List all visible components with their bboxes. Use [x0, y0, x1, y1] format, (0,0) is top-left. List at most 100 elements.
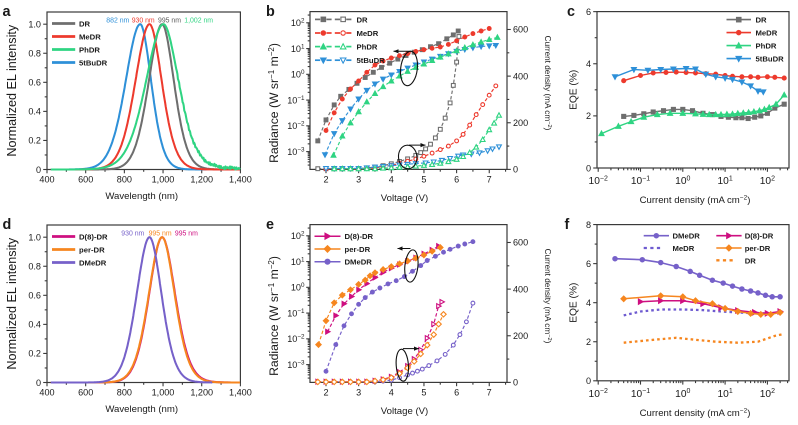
- svg-text:D(8)-DR: D(8)-DR: [345, 232, 374, 241]
- svg-text:D(8)-DR: D(8)-DR: [79, 233, 108, 242]
- svg-text:4: 4: [586, 298, 591, 308]
- svg-text:930 nm: 930 nm: [121, 231, 144, 238]
- svg-text:7: 7: [487, 175, 492, 185]
- svg-text:Current density (mA cm−2): Current density (mA cm−2): [543, 249, 552, 344]
- svg-text:Normalized EL intensity: Normalized EL intensity: [5, 237, 19, 370]
- svg-text:Voltage (V): Voltage (V): [381, 193, 428, 204]
- svg-text:400: 400: [39, 175, 54, 185]
- svg-text:101: 101: [717, 388, 732, 400]
- svg-text:0.2: 0.2: [28, 349, 41, 359]
- svg-text:6: 6: [586, 259, 591, 269]
- svg-text:Normalized EL intensity: Normalized EL intensity: [5, 24, 19, 157]
- svg-text:200: 200: [513, 331, 528, 341]
- svg-text:MeDR: MeDR: [79, 33, 101, 42]
- svg-text:10−2: 10−2: [287, 121, 305, 131]
- svg-text:0.4: 0.4: [28, 107, 41, 117]
- svg-text:1,200: 1,200: [190, 175, 213, 185]
- svg-text:2: 2: [323, 388, 328, 398]
- svg-text:DR: DR: [79, 20, 91, 29]
- svg-text:per-DR: per-DR: [745, 244, 771, 253]
- svg-text:5: 5: [421, 388, 426, 398]
- svg-text:D(8)-DR: D(8)-DR: [745, 232, 774, 241]
- svg-text:PhDR: PhDR: [79, 46, 100, 55]
- svg-text:c: c: [567, 4, 575, 20]
- svg-text:5tBuDR: 5tBuDR: [79, 59, 108, 68]
- svg-text:0.6: 0.6: [28, 78, 41, 88]
- svg-text:10−1: 10−1: [287, 308, 305, 318]
- svg-text:100: 100: [675, 388, 690, 400]
- svg-text:100: 100: [291, 282, 305, 292]
- svg-text:100: 100: [675, 175, 690, 187]
- svg-text:600: 600: [78, 388, 93, 398]
- svg-text:MeDR: MeDR: [756, 29, 778, 38]
- svg-text:2: 2: [323, 175, 328, 185]
- svg-text:2: 2: [586, 337, 591, 347]
- svg-text:0: 0: [513, 165, 518, 175]
- svg-text:995 nm: 995 nm: [158, 18, 181, 25]
- svg-text:102: 102: [291, 18, 305, 28]
- svg-text:1,400: 1,400: [229, 388, 252, 398]
- svg-text:995 nm: 995 nm: [175, 231, 198, 238]
- svg-text:0.8: 0.8: [28, 262, 41, 272]
- svg-text:1,000: 1,000: [152, 388, 175, 398]
- svg-text:1,400: 1,400: [229, 175, 252, 185]
- svg-text:102: 102: [760, 175, 775, 187]
- svg-text:400: 400: [39, 388, 54, 398]
- svg-text:5tBuDR: 5tBuDR: [756, 55, 785, 64]
- svg-text:5tBuDR: 5tBuDR: [357, 56, 386, 65]
- svg-text:Current density (mA cm−2): Current density (mA cm−2): [640, 407, 751, 418]
- svg-text:8: 8: [586, 220, 591, 230]
- svg-text:800: 800: [117, 388, 132, 398]
- svg-text:101: 101: [291, 256, 305, 266]
- svg-text:400: 400: [513, 71, 528, 81]
- svg-text:MeDR: MeDR: [673, 244, 695, 253]
- svg-text:Current density (mA cm−2): Current density (mA cm−2): [640, 195, 751, 206]
- svg-text:0.8: 0.8: [28, 49, 41, 59]
- svg-text:600: 600: [78, 175, 93, 185]
- svg-text:EQE (%): EQE (%): [569, 70, 580, 110]
- svg-text:6: 6: [454, 175, 459, 185]
- svg-text:0: 0: [586, 163, 591, 173]
- svg-text:200: 200: [513, 118, 528, 128]
- svg-text:102: 102: [760, 388, 775, 400]
- svg-text:DR: DR: [357, 15, 369, 24]
- svg-text:b: b: [266, 4, 275, 20]
- svg-text:per-DR: per-DR: [79, 246, 105, 255]
- svg-text:1,002 nm: 1,002 nm: [184, 18, 213, 25]
- svg-text:3: 3: [356, 388, 361, 398]
- svg-text:6: 6: [454, 388, 459, 398]
- svg-text:1,000: 1,000: [152, 175, 175, 185]
- svg-text:3: 3: [356, 175, 361, 185]
- svg-text:995 nm: 995 nm: [149, 231, 172, 238]
- svg-text:Radiance (W sr−1 m−2): Radiance (W sr−1 m−2): [267, 256, 281, 376]
- svg-text:0.6: 0.6: [28, 291, 41, 301]
- svg-text:400: 400: [513, 284, 528, 294]
- svg-text:per-DR: per-DR: [345, 245, 371, 254]
- svg-text:2: 2: [586, 111, 591, 121]
- svg-text:Wavelength (nm): Wavelength (nm): [105, 191, 178, 202]
- svg-text:Wavelength (nm): Wavelength (nm): [105, 404, 178, 415]
- svg-text:101: 101: [291, 43, 305, 53]
- svg-text:10−1: 10−1: [287, 95, 305, 105]
- svg-text:10−2: 10−2: [287, 334, 305, 344]
- svg-text:0: 0: [36, 165, 41, 175]
- svg-text:a: a: [3, 4, 12, 20]
- svg-text:4: 4: [389, 388, 394, 398]
- svg-text:101: 101: [717, 175, 732, 187]
- svg-text:10−3: 10−3: [287, 146, 305, 156]
- svg-text:0.2: 0.2: [28, 136, 41, 146]
- svg-text:EQE (%): EQE (%): [569, 283, 580, 323]
- svg-text:4: 4: [586, 59, 591, 69]
- svg-text:1,200: 1,200: [190, 388, 213, 398]
- svg-text:MeDR: MeDR: [357, 29, 379, 38]
- svg-text:DMeDR: DMeDR: [673, 232, 701, 241]
- svg-text:100: 100: [291, 69, 305, 79]
- svg-text:Current density (mA cm−2): Current density (mA cm−2): [543, 36, 552, 131]
- svg-text:600: 600: [513, 25, 528, 35]
- svg-text:10−1: 10−1: [631, 388, 650, 400]
- svg-text:DR: DR: [745, 256, 757, 265]
- svg-text:6: 6: [586, 7, 591, 17]
- svg-text:0: 0: [586, 376, 591, 386]
- svg-text:DMeDR: DMeDR: [79, 259, 107, 268]
- svg-text:PhDR: PhDR: [357, 43, 378, 52]
